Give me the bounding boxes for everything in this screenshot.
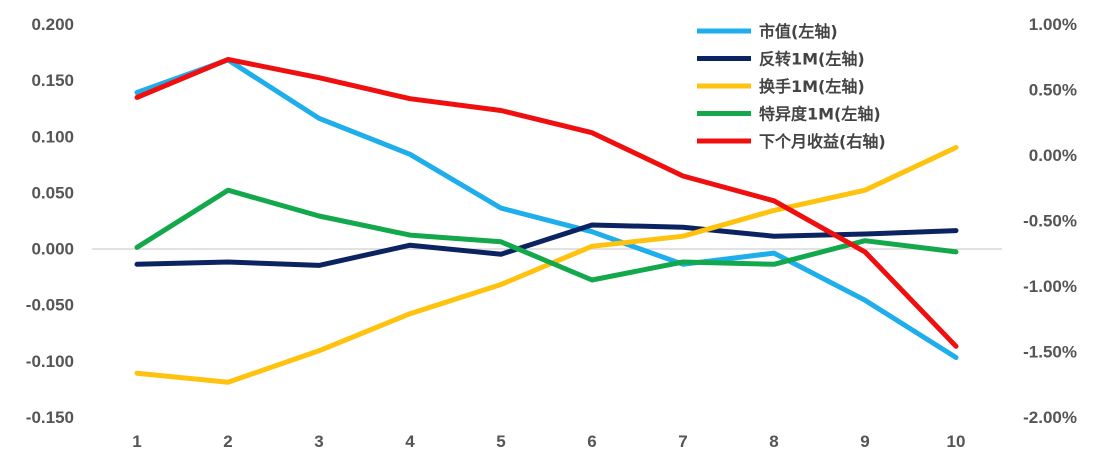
right-tick-label: 0.00%	[1029, 146, 1077, 165]
legend-label: 反转1M(左轴)	[759, 50, 865, 69]
series-line	[134, 222, 959, 268]
series-line	[134, 145, 959, 385]
right-axis-ticks: 1.00% 0.50% 0.00% -0.50% -1.00% -1.50% -2.00%	[1023, 15, 1077, 427]
x-tick-label: 7	[678, 432, 687, 451]
x-tick-label: 10	[947, 432, 966, 451]
left-tick-label: 0.050	[31, 183, 74, 202]
right-tick-label: -1.50%	[1023, 343, 1077, 362]
x-tick-label: 2	[223, 432, 232, 451]
x-tick-label: 9	[860, 432, 869, 451]
left-tick-label: -0.150	[26, 408, 74, 427]
right-tick-label: -1.00%	[1023, 277, 1077, 296]
left-tick-label: 0.100	[31, 127, 74, 146]
legend-label: 特异度1M(左轴)	[759, 105, 881, 124]
x-axis-ticks: 1 2 3 4 5 6 7 8 9 10	[132, 432, 965, 451]
legend: 市值(左轴) 反转1M(左轴) 换手1M(左轴) 特异度1M(左轴) 下个月收益(右轴)	[697, 22, 886, 151]
right-tick-label: -2.00%	[1023, 408, 1077, 427]
legend-label: 市值(左轴)	[759, 22, 838, 41]
series-line	[134, 57, 959, 360]
x-tick-label: 6	[587, 432, 596, 451]
series-line	[134, 56, 959, 349]
x-tick-label: 5	[496, 432, 505, 451]
left-tick-label: 0.200	[31, 15, 74, 34]
legend-label: 换手1M(左轴)	[759, 77, 865, 96]
left-tick-label: -0.100	[26, 352, 74, 371]
left-tick-label: 0.150	[31, 71, 74, 90]
x-tick-label: 3	[314, 432, 323, 451]
x-tick-label: 4	[405, 432, 415, 451]
series-lines	[134, 56, 959, 385]
x-tick-label: 8	[769, 432, 778, 451]
right-tick-label: 1.00%	[1029, 15, 1077, 34]
legend-label: 下个月收益(右轴)	[759, 132, 886, 151]
right-tick-label: 0.50%	[1029, 81, 1077, 100]
series-line	[134, 187, 959, 283]
left-axis-ticks: 0.200 0.150 0.100 0.050 0.000 -0.050 -0.100 -0.…	[26, 15, 74, 427]
x-tick-label: 1	[132, 432, 141, 451]
left-tick-label: -0.050	[26, 296, 74, 315]
right-tick-label: -0.50%	[1023, 212, 1077, 231]
left-tick-label: 0.000	[31, 240, 74, 259]
